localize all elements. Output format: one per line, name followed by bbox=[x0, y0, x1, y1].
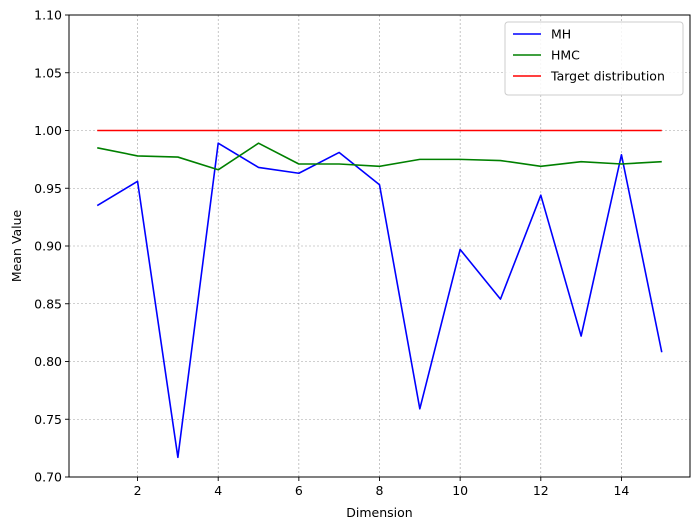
y-tick-label: 0.80 bbox=[34, 354, 62, 369]
x-axis-label: Dimension bbox=[346, 505, 412, 520]
y-tick-label: 1.10 bbox=[34, 8, 62, 23]
series-line-mh bbox=[96, 142, 663, 459]
y-axis-label: Mean Value bbox=[9, 210, 24, 283]
x-tick-label: 12 bbox=[533, 483, 549, 498]
legend-label-hmc: HMC bbox=[551, 48, 580, 63]
y-tick-label: 1.05 bbox=[34, 65, 62, 80]
y-tick-label: 0.75 bbox=[34, 412, 62, 427]
legend: MH HMC Target distribution bbox=[504, 21, 684, 96]
x-tick-label: 4 bbox=[214, 483, 222, 498]
x-tick-label: 8 bbox=[376, 483, 384, 498]
y-tick-label: 0.90 bbox=[34, 239, 62, 254]
y-tick-label: 1.00 bbox=[34, 123, 62, 138]
legend-label-mh: MH bbox=[551, 27, 571, 42]
x-tick-label: 10 bbox=[452, 483, 468, 498]
series-lines bbox=[96, 129, 663, 459]
legend-label-target-distribution: Target distribution bbox=[550, 69, 665, 84]
series-line-hmc bbox=[97, 142, 662, 171]
y-axis-ticks: 0.70 0.75 0.80 0.85 0.90 0.95 1.00 1.05 1.10 bbox=[34, 8, 69, 485]
x-tick-label: 14 bbox=[613, 483, 629, 498]
x-axis-ticks: 2 4 6 8 10 12 14 bbox=[134, 477, 629, 498]
y-tick-label: 0.85 bbox=[34, 296, 62, 311]
y-tick-label: 0.70 bbox=[34, 470, 62, 485]
legend-box bbox=[504, 21, 684, 96]
x-tick-label: 6 bbox=[295, 483, 303, 498]
x-tick-label: 2 bbox=[134, 483, 142, 498]
y-tick-label: 0.95 bbox=[34, 181, 62, 196]
